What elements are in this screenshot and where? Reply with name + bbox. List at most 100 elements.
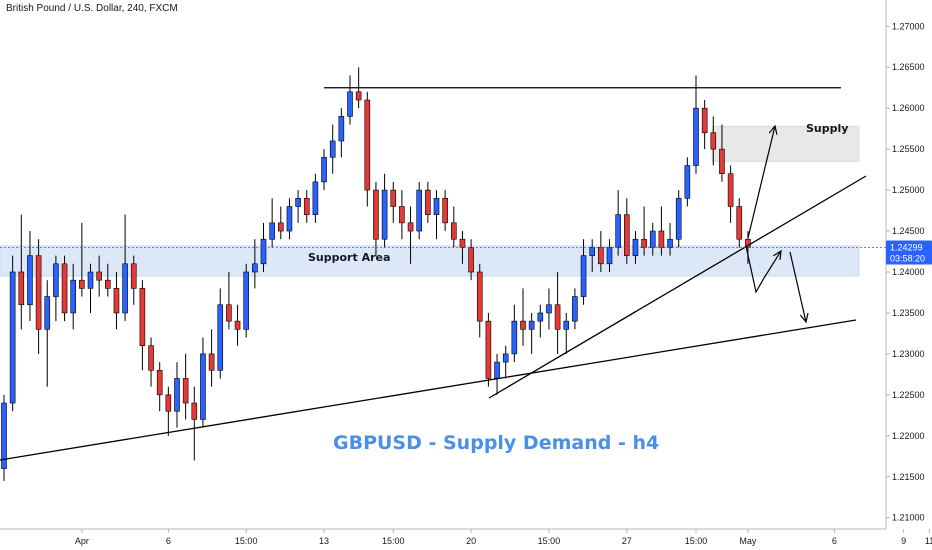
time-axis[interactable]: Apr 6 15:00 13 15:00 20 15:00 27 15:00 May 6 9 11 <box>0 528 932 550</box>
candle-body <box>79 279 85 289</box>
candle <box>191 386 198 461</box>
price-axis[interactable]: 1.27000 1.26500 1.26000 1.25500 1.25000 1.245… <box>885 0 932 550</box>
candle <box>234 304 241 346</box>
candle-body <box>641 238 647 248</box>
candle-body <box>286 206 293 232</box>
time-tick-label: 6 <box>832 536 837 546</box>
candle-body <box>200 353 206 420</box>
candle-body <box>321 157 327 183</box>
annotations-layer: Support Area Supply GBPUSD - Supply Demand… <box>308 122 848 454</box>
candle <box>719 124 725 182</box>
candle <box>537 304 544 338</box>
candle <box>675 190 682 248</box>
candle-body <box>494 361 500 379</box>
time-axis-bg <box>0 529 932 550</box>
price-axis-bg <box>886 0 932 550</box>
candle-body <box>736 206 743 240</box>
candle-body <box>27 255 33 306</box>
time-tick-label: 15:00 <box>235 536 258 546</box>
symbol-title: British Pound / U.S. Dollar, 240, FXCM <box>6 3 178 14</box>
candle-body <box>9 271 16 404</box>
candle-body <box>105 279 111 289</box>
candle-body <box>675 197 682 240</box>
candle <box>736 198 743 248</box>
price-tick-label: 1.21000 <box>892 513 925 523</box>
candle-body <box>243 271 249 330</box>
candle <box>615 190 621 256</box>
candles-layer <box>1 67 751 481</box>
time-tick-label: Apr <box>75 536 89 546</box>
candle-body <box>44 296 51 330</box>
candle <box>511 304 518 363</box>
candle <box>295 190 301 223</box>
time-tick-label: 11 <box>925 536 932 546</box>
price-tick-label: 1.24500 <box>892 226 925 236</box>
candle-body <box>53 263 59 297</box>
candle <box>44 280 51 387</box>
candle-body <box>1 402 7 469</box>
bounce-path <box>745 245 765 294</box>
candle <box>260 222 267 272</box>
candle-body <box>649 230 656 248</box>
candle-body <box>468 247 474 273</box>
zones-layer <box>0 125 860 277</box>
candle <box>450 206 457 248</box>
candle-body <box>442 197 448 224</box>
candle <box>338 108 345 158</box>
candle-body <box>580 255 587 297</box>
candle <box>425 181 431 223</box>
candle-body <box>295 197 301 207</box>
candle-body <box>433 197 440 215</box>
candle-body <box>156 369 163 396</box>
candle <box>217 288 224 379</box>
drawings-layer <box>0 87 886 461</box>
candle <box>459 231 466 264</box>
candle-body <box>234 320 241 330</box>
candle <box>182 353 189 420</box>
candle-body <box>459 238 466 248</box>
up-arrow-head <box>768 124 778 135</box>
candle-body <box>347 91 353 117</box>
candle-body <box>667 238 673 248</box>
candle <box>710 116 717 166</box>
candle <box>70 263 76 330</box>
candle-body <box>182 378 189 404</box>
candle <box>381 173 388 248</box>
candle <box>502 345 509 379</box>
candle-body <box>338 116 345 142</box>
candle <box>148 337 154 387</box>
candle <box>347 75 353 125</box>
price-tick-label: 1.27000 <box>892 21 925 31</box>
support-area-label: Support Area <box>308 251 390 264</box>
candle <box>623 198 630 264</box>
candle <box>563 312 570 354</box>
candle-body <box>269 222 275 240</box>
candle-body <box>554 304 561 330</box>
supply-label: Supply <box>806 122 848 135</box>
candle <box>693 75 699 174</box>
candle <box>113 272 120 330</box>
candle <box>252 239 258 289</box>
chart-caption: GBPUSD - Supply Demand - h4 <box>333 432 659 454</box>
price-tick-label: 1.25000 <box>892 185 925 195</box>
candle <box>122 214 128 322</box>
candle-body <box>208 353 215 371</box>
candle <box>53 255 59 322</box>
candle-body <box>87 271 94 289</box>
candle-body <box>355 91 362 101</box>
candle <box>433 190 440 240</box>
price-tick-label: 1.24000 <box>892 267 925 277</box>
candle-body <box>693 107 699 166</box>
candle-body <box>615 214 621 248</box>
candle-body <box>502 353 509 363</box>
candle-body <box>381 189 388 240</box>
last-price-value: 1.24299 <box>890 243 923 253</box>
candle <box>139 280 146 371</box>
candle <box>442 190 448 232</box>
candle <box>18 214 25 330</box>
candle-body <box>260 238 267 265</box>
candle-body <box>18 271 25 306</box>
candle <box>684 157 691 207</box>
candle <box>485 312 492 387</box>
